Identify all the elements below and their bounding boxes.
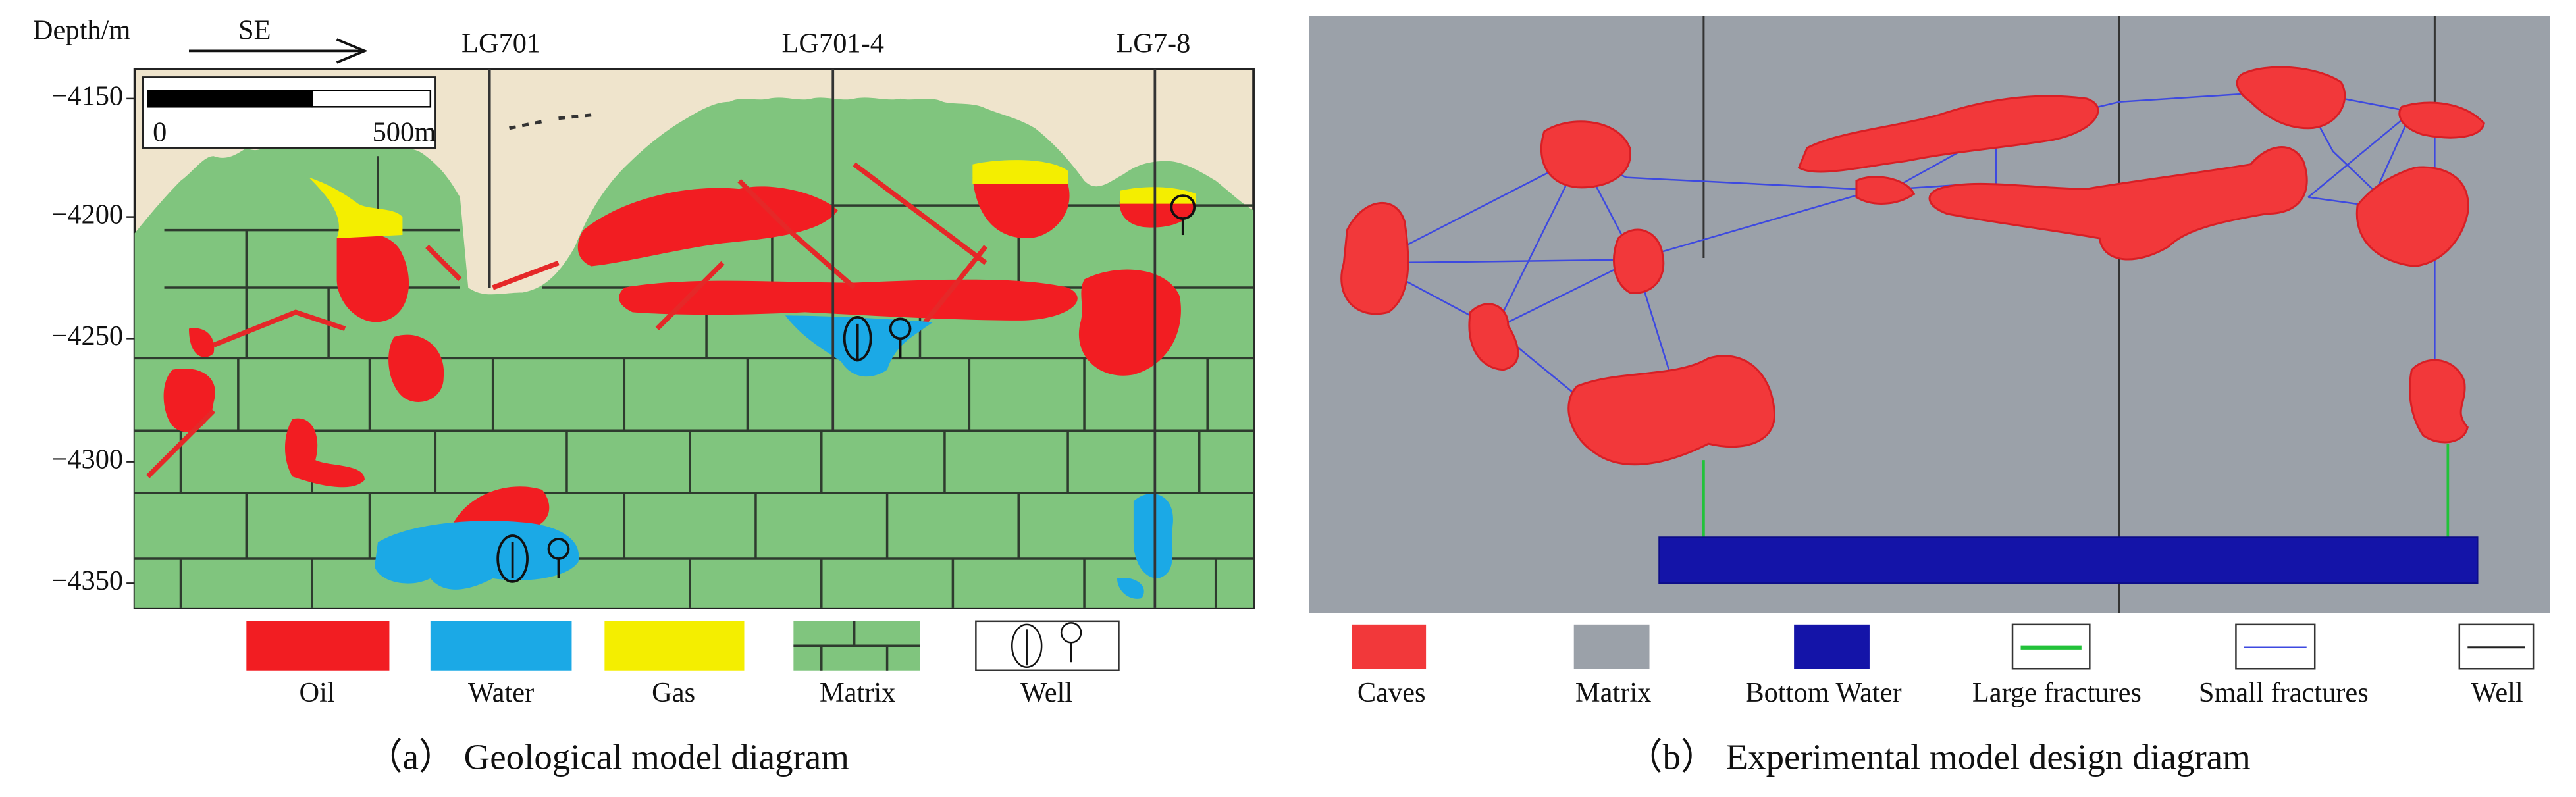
well-label: LG7-8 (1116, 28, 1190, 59)
well-symbols (496, 194, 1196, 583)
legend-swatch (430, 621, 572, 671)
well-label: LG701 (461, 28, 540, 59)
caves (2236, 66, 2346, 130)
legend-swatch (1573, 624, 1650, 669)
depth-tick (126, 97, 135, 584)
legend-label: Bottom Water (1745, 677, 1901, 708)
axis-label: Depth/m (33, 15, 130, 46)
caves (1928, 146, 2308, 261)
scale-bar (311, 90, 432, 108)
legend-swatch (1011, 623, 1043, 668)
depth-tick (126, 97, 135, 584)
caves (1567, 355, 1775, 466)
direction-label: SE (238, 15, 271, 46)
legend-label: Large fractures (1972, 677, 2142, 708)
oil-bodies (577, 186, 838, 267)
water-bodies (785, 315, 933, 377)
matrix-bricks (179, 558, 1217, 608)
legend-swatch (246, 621, 390, 671)
caves (2355, 166, 2469, 268)
legend-label: Well (1020, 677, 1072, 708)
depth-tick-label: −4150 (51, 81, 123, 112)
legend-swatch (1352, 624, 1427, 669)
bottom-water (1658, 536, 2479, 584)
caves (1855, 176, 1916, 205)
caption: （a） Geological model diagram (367, 737, 849, 777)
caves (1340, 66, 2485, 466)
well-label: LG701-4 (781, 28, 883, 59)
well-lines (1702, 16, 2436, 613)
gas-bodies (972, 160, 1068, 184)
oil-bodies (145, 162, 988, 478)
geological-panel: 0 500m Depth/m SE LG701 LG701-4 LG7-8 −4… (33, 15, 1255, 777)
oil-bodies (972, 169, 1070, 239)
oil-bodies (188, 328, 215, 357)
well-symbols (496, 534, 529, 583)
matrix-area (1309, 16, 2550, 613)
legend-swatch (975, 620, 1120, 671)
well-lines (488, 68, 1157, 608)
gas-bodies (1120, 187, 1196, 204)
caves (2409, 359, 2469, 444)
legend-label: Gas (652, 677, 695, 708)
matrix-bricks (237, 358, 1209, 431)
caves (2398, 101, 2485, 139)
caption: （b） Experimental model design diagram (1627, 737, 2251, 777)
depth-tick-label: −4200 (51, 199, 123, 230)
caves (1340, 201, 1409, 315)
oil-bodies (619, 279, 1078, 321)
depth-tick-label: −4350 (51, 565, 123, 596)
direction-arrow (188, 38, 368, 64)
legend-label: Matrix (1575, 677, 1651, 708)
gas-bodies (309, 160, 1196, 239)
legend-swatch (793, 621, 920, 671)
fracture-trace (509, 113, 592, 130)
water-bodies (374, 521, 579, 590)
scale-bar (147, 90, 313, 108)
matrix-area (134, 97, 1254, 608)
gas-bodies (309, 177, 403, 239)
caves (1613, 228, 1665, 294)
oil-bodies (388, 334, 444, 402)
legend-label: Small fractures (2199, 677, 2369, 708)
water-bodies (374, 315, 1173, 599)
legend-swatch (1794, 624, 1870, 669)
experimental-panel: Caves Matrix Bottom Water Large fracture… (1309, 16, 2550, 777)
legend-swatch (604, 621, 745, 671)
caves (1797, 95, 2099, 173)
depth-tick-label: −4250 (51, 321, 123, 351)
scale-label: 0 (153, 116, 167, 147)
oil-bodies (336, 232, 409, 322)
legend-label: Caves (1357, 677, 1426, 708)
caves (1540, 120, 1632, 189)
legend-label: Matrix (820, 677, 895, 708)
scale-box (142, 76, 436, 149)
legend-swatch (1011, 622, 1082, 668)
legend-label: Well (2471, 677, 2523, 708)
oil-bodies (284, 418, 365, 488)
oil-bodies (452, 486, 550, 530)
legend-label: Water (468, 677, 534, 708)
scale-label: 500m (373, 116, 436, 147)
water-bodies (1133, 493, 1173, 578)
depth-tick-label: −4300 (51, 444, 123, 475)
large-fractures (1702, 444, 2450, 538)
oil-bodies (145, 162, 1196, 530)
oil-bodies (163, 368, 215, 432)
matrix-bricks (134, 204, 1254, 560)
water-bodies (1117, 577, 1144, 599)
caves (1468, 303, 1519, 371)
legend-label: Oil (300, 677, 335, 708)
